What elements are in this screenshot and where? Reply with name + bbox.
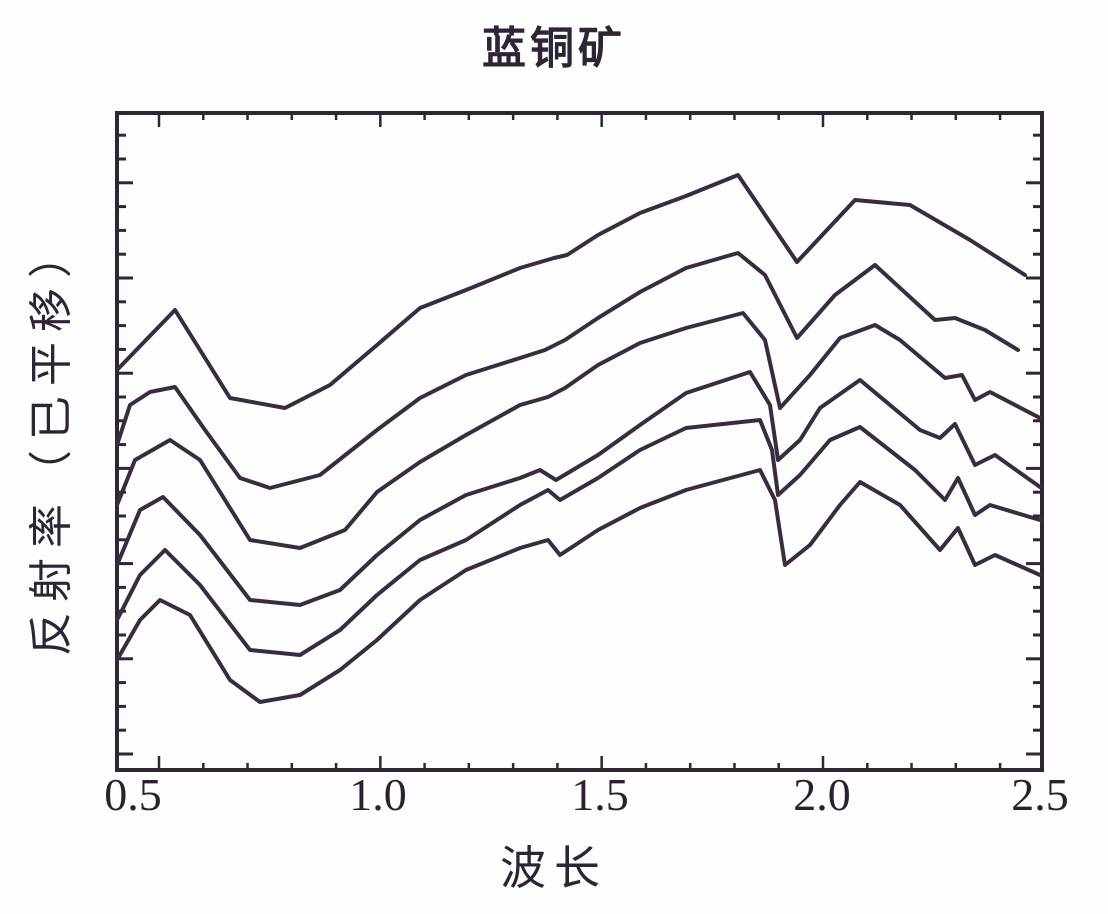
x-tick-label: 2.5	[1011, 769, 1069, 820]
x-tick-label: 1.5	[571, 769, 629, 820]
x-tick-label: 2.0	[793, 769, 851, 820]
chart-title: 蓝铜矿	[482, 23, 626, 74]
x-tick-label: 0.5	[104, 769, 162, 820]
x-axis-label: 波长	[500, 841, 608, 895]
spectrum-line-1	[115, 173, 1027, 410]
spectra-lines	[115, 173, 1042, 704]
spectrum-line-4	[115, 370, 1042, 607]
plot-frame	[115, 111, 1044, 772]
x-tick-label: 1.0	[349, 769, 407, 820]
spectrum-line-2	[115, 251, 1020, 490]
spectrum-line-6	[115, 468, 1042, 704]
spectrum-line-3	[115, 311, 1042, 550]
x-axis-ticks	[157, 113, 1002, 770]
y-axis-ticks	[117, 133, 1042, 756]
spectrum-line-5	[115, 418, 1042, 657]
